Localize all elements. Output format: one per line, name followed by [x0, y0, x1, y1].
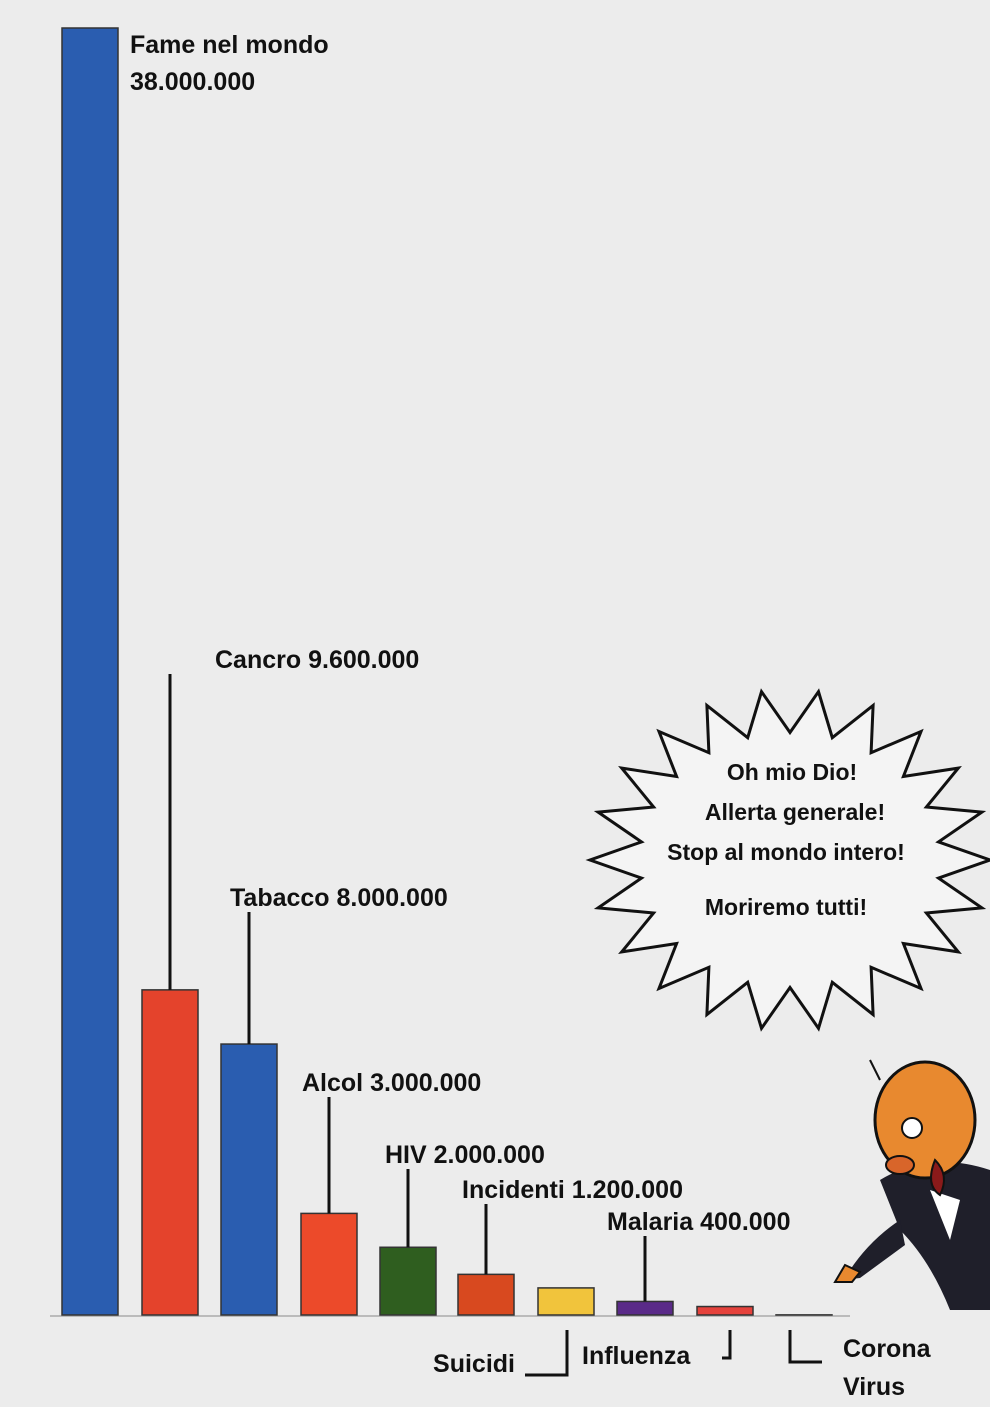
value-label: 9.600.000 [308, 646, 419, 674]
category-label: Tabacco [230, 884, 330, 912]
bar [616, 1300, 674, 1316]
bar-label: Alcol 3.000.000 [302, 1069, 481, 1097]
arm [842, 1220, 905, 1280]
bar [537, 1287, 595, 1316]
suit [880, 1162, 990, 1310]
bar [379, 1246, 437, 1316]
bar [141, 989, 199, 1316]
value-label: 1.200.000 [572, 1176, 683, 1204]
category-label: Cancro [215, 646, 301, 674]
bar [457, 1273, 515, 1316]
nose [885, 1155, 915, 1175]
category-label: Influenza [582, 1342, 691, 1370]
category-label: Alcol [302, 1069, 363, 1097]
bubble-line: Allerta generale! [705, 799, 885, 825]
label-bracket [722, 1330, 732, 1360]
shirt [930, 1190, 960, 1240]
bubble-shape [585, 688, 990, 1032]
value-label: 38.000.000 [130, 68, 255, 96]
category-label: Incidenti [462, 1176, 565, 1204]
bubble-tail [869, 1059, 881, 1081]
bar [300, 1212, 358, 1316]
hand [833, 1263, 862, 1283]
mouth [930, 1158, 945, 1197]
bar [696, 1305, 754, 1316]
bar [61, 27, 119, 1316]
value-label: 400.000 [700, 1208, 790, 1236]
eye [901, 1117, 923, 1139]
value-label: 3.000.000 [370, 1069, 481, 1097]
bar-label: Tabacco 8.000.000 [230, 884, 448, 912]
category-label: Malaria [607, 1208, 694, 1236]
bubble-line: Stop al mondo intero! [667, 839, 905, 865]
value-label: 2.000.000 [434, 1141, 545, 1169]
category-label: Suicidi [433, 1350, 515, 1378]
cartoon-man [833, 1059, 990, 1310]
category-label: Corona Virus [843, 1335, 931, 1401]
category-label: HIV [385, 1141, 427, 1169]
label-bracket [525, 1330, 569, 1377]
bar [220, 1043, 278, 1316]
speech-bubble: Oh mio Dio! Allerta generale! Stop al mo… [585, 688, 990, 1032]
label-bracket [788, 1330, 822, 1364]
bar-label: HIV 2.000.000 [385, 1141, 545, 1169]
category-label: Fame nel mondo [130, 31, 329, 59]
bar-label: Malaria 400.000 [607, 1208, 791, 1236]
head [873, 1060, 977, 1180]
bar-label: Cancro 9.600.000 [215, 646, 419, 674]
bubble-line: Oh mio Dio! [727, 759, 857, 785]
bar-label: Incidenti 1.200.000 [462, 1176, 683, 1204]
bubble-line: Moriremo tutti! [705, 894, 867, 920]
value-label: 8.000.000 [337, 884, 448, 912]
